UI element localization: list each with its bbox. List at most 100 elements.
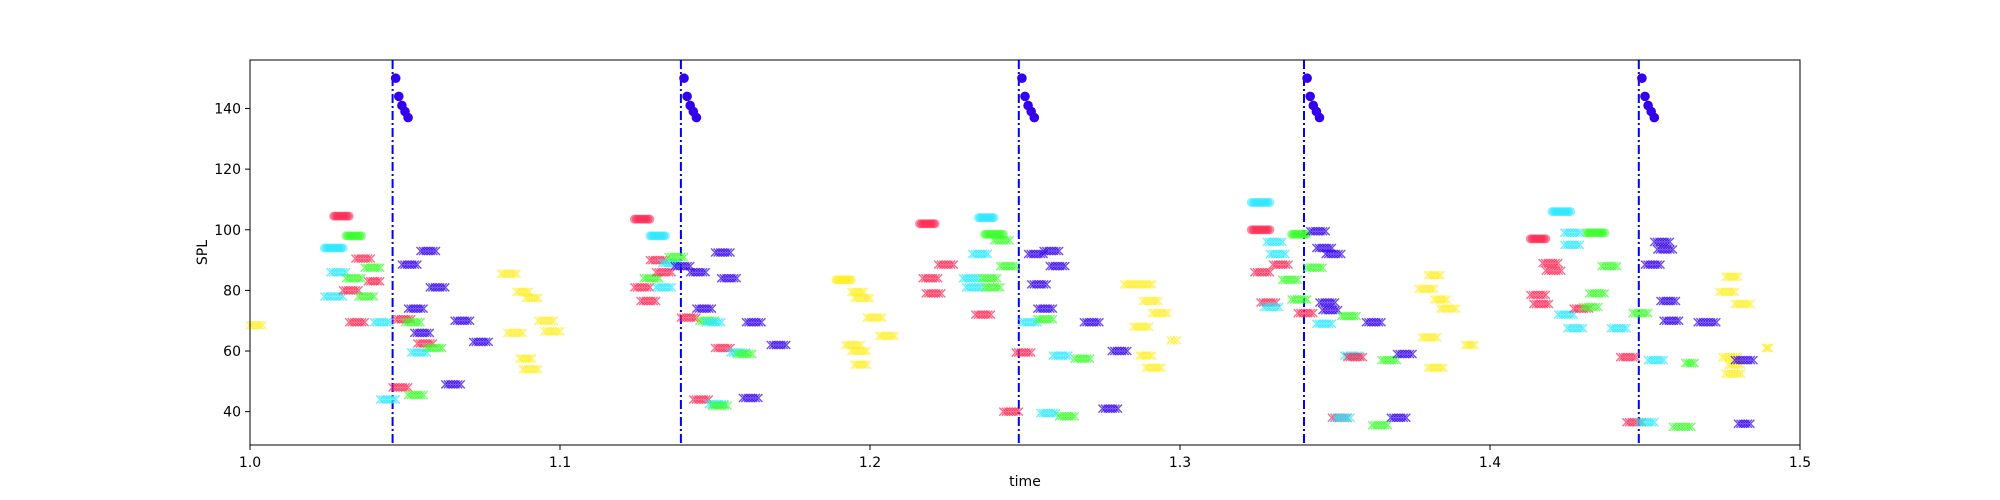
x-marker-segment [1584,288,1610,298]
x-marker [1154,363,1164,373]
x-marker [363,254,373,264]
x-marker [931,273,941,283]
x-marker [463,316,473,326]
x-marker-segment [1318,305,1343,315]
x-marker [1612,261,1622,271]
x-marker [366,291,376,301]
x-marker [1749,355,1758,365]
x-marker-segment [425,282,450,292]
y-tick-label: 60 [223,344,241,360]
x-marker [1761,343,1771,353]
x-marker-segment [1287,294,1312,304]
x-marker [1745,419,1755,429]
x-marker [1262,267,1272,277]
x-marker-segment [639,273,664,283]
x-marker-segment [1417,332,1442,342]
x-marker [1659,355,1669,365]
x-marker [1541,290,1551,300]
x-marker-segment [496,269,522,279]
x-marker-segment [397,260,422,270]
x-marker-segment [1070,354,1095,364]
x-marker-segment [636,296,661,306]
x-marker [887,331,897,341]
x-marker [1048,314,1058,324]
x-marker [1380,420,1390,430]
x-tick-label: 1.1 [549,455,571,471]
onset-marker [1640,91,1650,102]
x-marker-segment [1640,260,1665,270]
x-marker [1144,322,1154,332]
x-marker [714,317,724,327]
x-marker-segment [518,364,543,374]
x-marker [1551,258,1561,268]
x-marker [751,393,761,403]
x-tick-label: 1.4 [1479,455,1501,471]
x-marker-segment [422,343,447,353]
x-marker [1439,294,1449,304]
x-marker-segment [388,382,413,392]
x-marker [1643,308,1653,318]
x-marker-segment [1045,261,1070,271]
x-marker [1600,288,1610,298]
x-marker [757,317,766,327]
x-marker [1731,272,1741,282]
x-marker-segment [245,320,267,330]
x-marker [1374,317,1384,327]
x-marker [1743,299,1753,309]
x-marker-segment [1377,355,1402,365]
x-marker-segment [502,328,528,338]
x-marker [385,317,394,327]
x-marker [862,360,872,370]
x-marker [875,313,885,323]
x-marker [1067,411,1077,421]
x-marker [949,260,959,270]
x-marker [413,317,423,327]
x-marker [369,291,379,301]
x-marker [1575,323,1585,333]
x-marker-segment [1634,417,1659,427]
x-marker [1621,323,1631,333]
x-marker [933,273,943,283]
x-marker-segment [1166,335,1182,345]
onset-marker [1649,112,1660,123]
x-marker [1730,287,1740,297]
x-marker [1141,322,1151,332]
x-marker-segment [1119,279,1157,289]
dot-marker [1541,234,1551,244]
x-marker [1163,308,1173,318]
x-marker-segment [1693,317,1721,327]
x-marker [1668,244,1678,254]
x-marker-segment [738,393,763,403]
x-marker [1293,275,1303,285]
x-marker [1647,417,1657,427]
x-marker-segment [1277,275,1303,285]
x-marker-segment [403,304,429,314]
x-marker [1330,298,1340,308]
x-marker [980,249,990,259]
y-tick-label: 40 [223,405,241,421]
x-marker-segment [1321,249,1346,259]
x-marker-segment [1011,348,1036,358]
x-marker [1572,240,1582,250]
x-marker-segment [1730,355,1758,365]
x-tick-label: 1.3 [1169,455,1191,471]
x-marker [509,269,519,279]
x-marker [357,317,367,327]
x-marker [1641,308,1651,318]
x-marker [983,310,993,320]
x-marker [1094,317,1104,327]
dot-marker [1600,228,1610,238]
x-marker [435,343,445,353]
x-marker [707,304,717,314]
x-marker [1594,302,1603,312]
x-marker [1042,279,1052,289]
x-marker [642,282,652,292]
x-marker [1058,261,1068,271]
x-marker [1467,340,1477,350]
x-marker [412,260,422,270]
dot-marker [1265,225,1275,235]
x-marker [1687,358,1697,368]
x-marker-segment [1659,316,1684,326]
x-marker [1597,288,1607,298]
x-marker [1405,349,1415,359]
